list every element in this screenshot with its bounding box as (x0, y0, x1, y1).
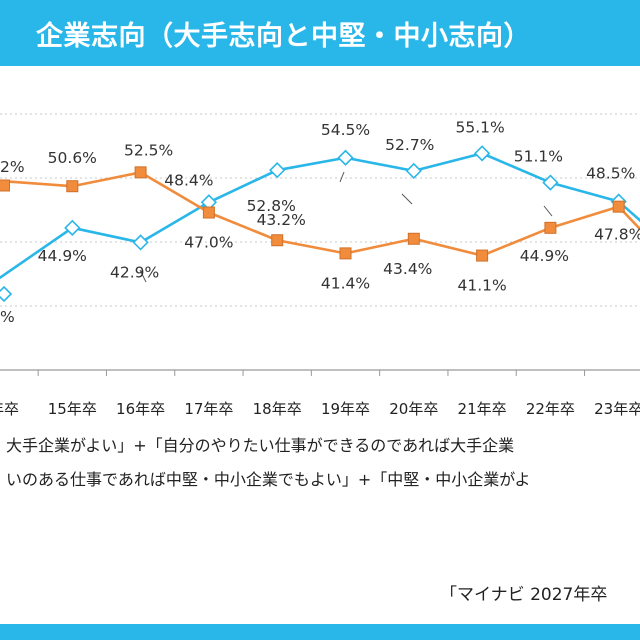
data-label-orange: 43.4% (383, 260, 432, 278)
data-label-orange: 2% (0, 158, 25, 176)
x-tick-label: 20年卒 (389, 400, 438, 418)
data-label-blue: 51.1% (514, 148, 563, 166)
orange-point (612, 200, 625, 213)
x-tick-label: 16年卒 (116, 400, 165, 418)
footer-bar (0, 624, 640, 640)
data-label-blue: 55.1% (455, 118, 504, 136)
data-label-orange: 52.5% (124, 141, 173, 159)
x-tick-label: 21年卒 (458, 400, 507, 418)
x-tick-label: 17年卒 (184, 400, 233, 418)
line-chart: 年卒 15年卒 16年卒 17年卒 18年卒 19年卒 20年卒 21年卒 22年卒 23年卒 4… (0, 113, 640, 418)
orange-point (134, 166, 147, 179)
orange-point (544, 221, 557, 234)
leader-line (139, 269, 147, 283)
orange-point (407, 232, 420, 245)
series-lines (0, 152, 640, 280)
title-banner: 企業志向（大手志向と中堅・中小志向） (0, 0, 640, 66)
blue-point (269, 162, 286, 179)
leader-line (339, 171, 345, 183)
data-label-blue: 54.5% (321, 121, 370, 139)
x-tick-labels: 年卒 15年卒 16年卒 17年卒 18年卒 19年卒 20年卒 21年卒 22年卒 23年卒 (0, 400, 640, 418)
blue-point (64, 219, 81, 236)
data-label-blue: 48.4% (164, 171, 213, 189)
orange-point (0, 179, 10, 192)
series-line-2 (0, 171, 640, 257)
orange-point (476, 249, 489, 262)
source-credit: 「マイナビ 2027年卒 (440, 585, 608, 605)
x-tick-label: 年卒 (0, 400, 19, 418)
data-label-orange: 41.4% (321, 274, 370, 292)
data-label-orange: 41.1% (457, 277, 506, 295)
data-label-blue: 42.9% (110, 263, 159, 281)
orange-point (339, 247, 352, 260)
data-label-orange: 47.0% (184, 234, 233, 252)
x-tick-label: 22年卒 (526, 400, 575, 418)
blue-point (132, 234, 149, 251)
data-label-blue: 44.9% (38, 247, 87, 265)
data-label-orange: 50.6% (48, 149, 97, 167)
series-line-1 (0, 152, 640, 280)
data-label-orange: 43.2% (257, 211, 306, 229)
blue-point (405, 162, 422, 180)
data-label-blue: 52.7% (385, 136, 434, 154)
data-labels: 44.9% 42.9% 48.4% 52.8% 54.5% 52.7% 55.1% 51.1%… (0, 118, 640, 326)
blue-point (0, 285, 13, 303)
x-tick-label: 19年卒 (321, 400, 370, 418)
orange-point (202, 206, 215, 219)
blue-point (473, 145, 491, 162)
leader-line (543, 205, 553, 217)
data-label-blue: 52.8% (247, 197, 296, 215)
blue-point (337, 149, 354, 166)
data-label-blue: 48.5% (586, 165, 635, 183)
leader-lines (139, 171, 553, 283)
chart-title: 企業志向（大手志向と中堅・中小志向） (36, 21, 531, 52)
data-label-orange: 47.8% (594, 226, 640, 244)
leader-line (401, 193, 413, 205)
orange-point (271, 234, 284, 247)
series-markers (0, 145, 627, 303)
x-tick-label: 15年卒 (48, 400, 97, 418)
blue-point (542, 174, 559, 191)
data-label-orange: 44.9% (520, 247, 569, 265)
x-tick-label: 23年卒 (594, 400, 640, 418)
footnote-line-2: いのある仕事であれば中堅・中小企業でもよい」+「中堅・中小企業がよ (6, 470, 531, 489)
data-label-blue: % (0, 308, 15, 326)
orange-point (66, 180, 79, 193)
x-tick-label: 18年卒 (253, 400, 302, 418)
footnote-line-1: 大手企業がよい」+「自分のやりたい仕事ができるのであれば大手企業 (6, 436, 515, 455)
x-axis (0, 369, 640, 376)
